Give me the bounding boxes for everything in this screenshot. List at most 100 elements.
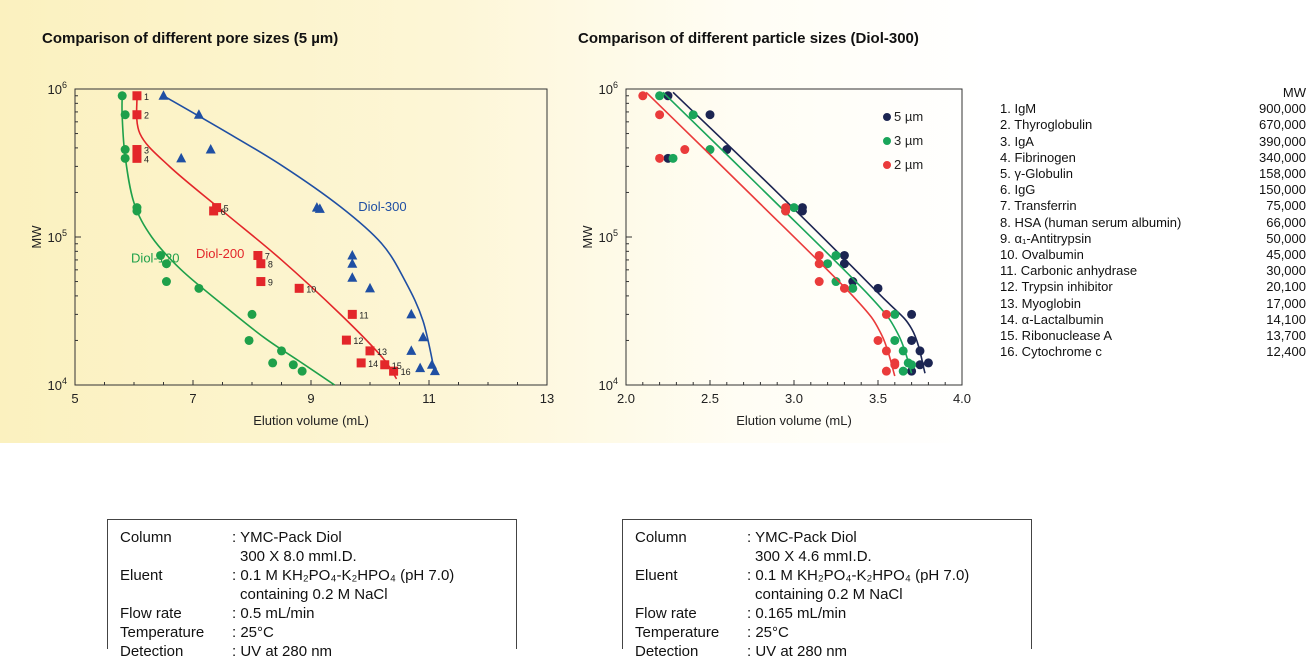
x-tick-label: 9 — [307, 391, 314, 406]
mw-table-row: 2. Thyroglobulin 670,000 — [1000, 117, 1306, 133]
protein-mw: 66,000 — [1266, 214, 1306, 230]
data-point — [814, 277, 824, 287]
data-point — [890, 335, 900, 345]
point-number-label: 14 — [368, 359, 378, 369]
condition-key: Detection — [635, 643, 699, 660]
data-point — [705, 110, 715, 120]
data-point — [132, 110, 142, 120]
protein-name: 12. Trypsin inhibitor — [1000, 279, 1113, 295]
protein-name: 10. Ovalbumin — [1000, 247, 1084, 263]
data-point — [347, 249, 358, 260]
condition-key: Flow rate — [120, 605, 182, 622]
legend-marker — [883, 137, 891, 145]
condition-value: : 25°C — [232, 624, 274, 641]
data-point — [426, 359, 437, 369]
data-point — [406, 308, 417, 319]
condition-key: Column — [635, 529, 687, 546]
chart-panel-background — [0, 0, 985, 443]
protein-mw: 17,000 — [1266, 295, 1306, 311]
condition-key: Column — [120, 529, 172, 546]
data-point — [907, 309, 917, 319]
data-point — [120, 145, 130, 155]
data-point — [668, 153, 678, 163]
mw-table-row: 4. Fibrinogen 340,000 — [1000, 150, 1306, 166]
mw-table-row: 5. γ-Globulin 158,000 — [1000, 166, 1306, 182]
y-tick-label: 104 — [599, 376, 618, 393]
data-point — [418, 331, 429, 342]
data-point — [848, 283, 858, 293]
condition-key — [120, 585, 232, 604]
data-point — [365, 346, 375, 356]
data-point — [848, 277, 858, 287]
data-point — [277, 346, 286, 356]
point-number-label: 10 — [306, 284, 316, 294]
condition-row: Flow rate: 0.5 mL/min — [120, 604, 504, 623]
data-point — [156, 250, 166, 260]
data-point — [898, 366, 908, 376]
data-point — [297, 366, 307, 376]
conditions-box-1: Column: YMC-Pack Diol 300 X 8.0 mmI.D. Elu… — [107, 519, 517, 660]
protein-name: 8. HSA (human serum albumin) — [1000, 214, 1182, 230]
y-tick-label: 105 — [48, 228, 67, 245]
protein-mw: 13,700 — [1266, 328, 1306, 344]
condition-row: 300 X 8.0 mmI.D. — [120, 547, 504, 566]
data-point — [256, 259, 266, 269]
data-point — [288, 360, 298, 370]
data-point — [193, 109, 204, 119]
point-number-label: 3 — [144, 146, 149, 156]
condition-value: : 0.165 mL/min — [747, 605, 847, 622]
point-number-label: 4 — [144, 154, 149, 164]
protein-mw: 12,400 — [1266, 344, 1306, 360]
condition-key: Eluent — [120, 567, 163, 584]
data-point — [839, 259, 849, 269]
protein-mw: 45,000 — [1266, 247, 1306, 263]
mw-table-row: 6. IgG 150,000 — [1000, 182, 1306, 198]
condition-key — [635, 585, 747, 604]
condition-row: Column : YMC-Pack Diol — [635, 528, 1019, 547]
data-point — [722, 145, 732, 155]
data-point — [873, 283, 883, 293]
data-point — [314, 203, 325, 213]
condition-value: containing 0.2 M NaCl — [755, 586, 903, 603]
data-point — [161, 277, 171, 287]
data-point — [341, 335, 351, 345]
series-curve — [135, 95, 398, 380]
condition-value: : UV at 280 nm — [232, 643, 333, 660]
protein-mw: 390,000 — [1259, 133, 1306, 149]
data-point — [680, 145, 690, 155]
condition-value: : UV at 280 nm — [747, 643, 848, 660]
condition-value: : 25°C — [747, 624, 789, 641]
legend-label: 3 µm — [894, 133, 923, 148]
condition-row: Detection : UV at 280 nm — [120, 642, 504, 661]
y-tick-label: 105 — [599, 228, 618, 245]
point-number-label: 5 — [224, 204, 229, 214]
data-point — [907, 335, 917, 345]
condition-key: Flow rate — [635, 605, 697, 622]
condition-key: Detection — [120, 643, 184, 660]
series-name-label: Diol-200 — [196, 246, 244, 261]
point-number-label: 6 — [221, 207, 226, 217]
data-point — [347, 309, 357, 319]
protein-mw: 150,000 — [1259, 182, 1306, 198]
condition-row: Temperature: 25°C — [120, 623, 504, 642]
protein-mw: 670,000 — [1259, 117, 1306, 133]
condition-value: : YMC-Pack Diol — [747, 529, 857, 546]
protein-mw: 50,000 — [1266, 230, 1306, 246]
data-point — [294, 283, 304, 293]
data-point — [898, 346, 908, 356]
condition-row: containing 0.2 M NaCl — [635, 585, 1019, 604]
condition-key: Eluent — [635, 567, 678, 584]
condition-row: Column: YMC-Pack Diol — [120, 528, 504, 547]
data-point — [655, 110, 665, 120]
point-number-label: 7 — [265, 251, 270, 261]
data-point — [814, 259, 824, 269]
data-point — [839, 283, 849, 293]
series-curve — [163, 95, 436, 374]
protein-mw: 340,000 — [1259, 149, 1306, 165]
mw-table-row: 1. IgM 900,000 — [1000, 101, 1306, 117]
protein-name: 9. α₁-Antitrypsin — [1000, 230, 1092, 246]
protein-mw: 14,100 — [1266, 311, 1306, 327]
data-point — [256, 277, 266, 287]
chart1-title: Comparison of different pore sizes (5 µm… — [42, 30, 339, 47]
